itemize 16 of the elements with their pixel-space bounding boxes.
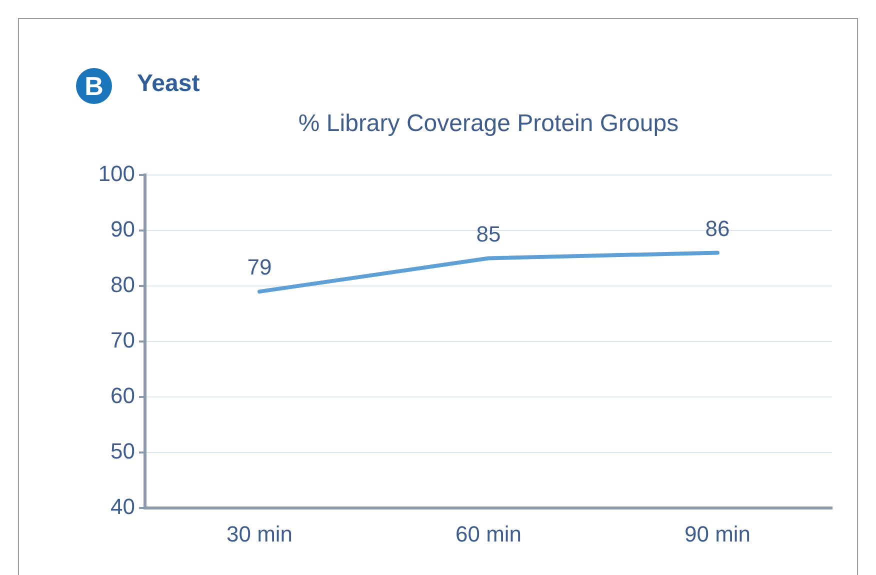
- y-tick-label: 50: [110, 438, 135, 464]
- x-tick-label: 90 min: [684, 521, 751, 546]
- text: B: [76, 68, 112, 104]
- y-tick-label: 90: [110, 216, 135, 242]
- x-tick-label: 60 min: [455, 521, 522, 546]
- y-tick-label: 80: [110, 272, 135, 298]
- data-label: 79: [247, 254, 272, 280]
- data-label: 85: [476, 221, 501, 246]
- chart-subtitle: % Library Coverage Protein Groups: [297, 110, 680, 138]
- y-tick-label: 40: [110, 494, 135, 520]
- y-tick-label: 70: [110, 328, 135, 353]
- chart-title: Yeast: [137, 70, 200, 98]
- data-label: 86: [705, 216, 730, 241]
- x-tick-label: 30 min: [226, 521, 293, 546]
- y-tick-label: 100: [98, 161, 135, 186]
- y-tick-label: 60: [110, 383, 135, 408]
